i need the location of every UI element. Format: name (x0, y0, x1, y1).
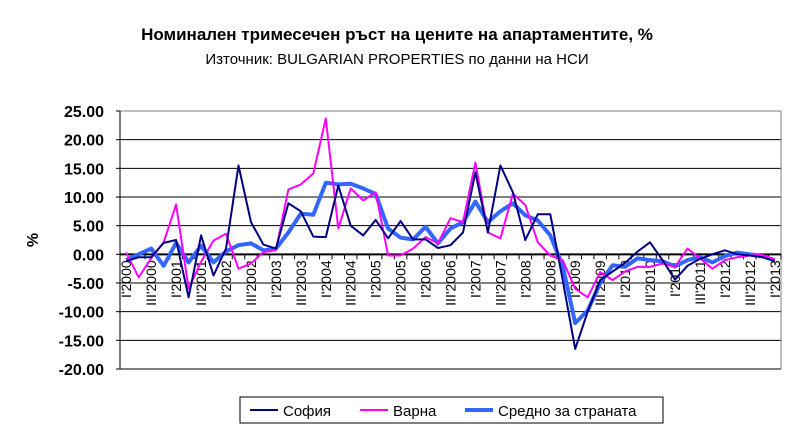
y-tick-label: 20.00 (64, 133, 104, 150)
x-tick-label: I'2008 (517, 260, 533, 298)
y-tick-label: -20.00 (59, 362, 104, 379)
x-tick-label: III'2000 (143, 260, 159, 306)
legend-box (239, 396, 664, 424)
legend-label: София (283, 403, 331, 420)
y-tick-label: 15.00 (64, 161, 104, 178)
x-tick-label: I'2000 (118, 260, 134, 298)
y-axis-label: % (25, 233, 42, 247)
chart-subtitle: Източник: BULGARIAN PROPERTIES по данни … (205, 51, 588, 68)
x-tick-label: III'2007 (492, 260, 508, 306)
y-tick-label: -5.00 (68, 276, 105, 293)
x-tick-label: I'2007 (467, 260, 483, 298)
x-tick-label: III'2004 (343, 260, 359, 306)
x-tick-label: III'2008 (542, 260, 558, 306)
x-tick-label: I'2006 (418, 260, 434, 298)
x-tick-label: I'2012 (717, 260, 733, 298)
y-tick-label: -10.00 (59, 305, 104, 322)
series-line-1 (125, 117, 776, 299)
x-tick-label: III'2010 (642, 260, 658, 306)
x-tick-label: III'2012 (742, 260, 758, 306)
x-tick-label: I'2002 (218, 260, 234, 298)
x-tick-label: I'2004 (318, 260, 334, 298)
legend-label: Варна (393, 403, 437, 420)
x-tick-label: III'2003 (293, 260, 309, 306)
legend: София Варна Средно за страната (239, 396, 664, 424)
x-tick-label: I'2001 (168, 260, 184, 298)
series-line-2 (125, 180, 776, 326)
x-tick-label: III'2011 (692, 260, 708, 305)
y-tick-labels: 25.00 20.00 15.00 10.00 5.00 0.00 -5.00 -10.00 -… (59, 104, 104, 379)
x-tick-label: I'2003 (268, 260, 284, 298)
x-tick-label: I'2009 (567, 260, 583, 298)
x-tick-label: III'2006 (443, 260, 459, 306)
legend-label: Средно за страната (498, 403, 637, 420)
y-tick-label: -15.00 (59, 333, 104, 350)
x-tick-label: I'2005 (368, 260, 384, 298)
y-tick-label: 25.00 (64, 104, 104, 121)
y-tick-label: 5.00 (73, 219, 104, 236)
x-tick-label: I'2013 (767, 260, 783, 298)
series-line-0 (125, 164, 776, 350)
y-tick-label: 0.00 (73, 247, 104, 264)
chart-title: Номинален тримесечен ръст на цените на а… (141, 25, 653, 44)
y-tick-label: 10.00 (64, 190, 104, 207)
x-tick-label: III'2005 (393, 260, 409, 306)
series-lines (125, 117, 776, 350)
x-tick-label: III'2002 (243, 260, 259, 306)
